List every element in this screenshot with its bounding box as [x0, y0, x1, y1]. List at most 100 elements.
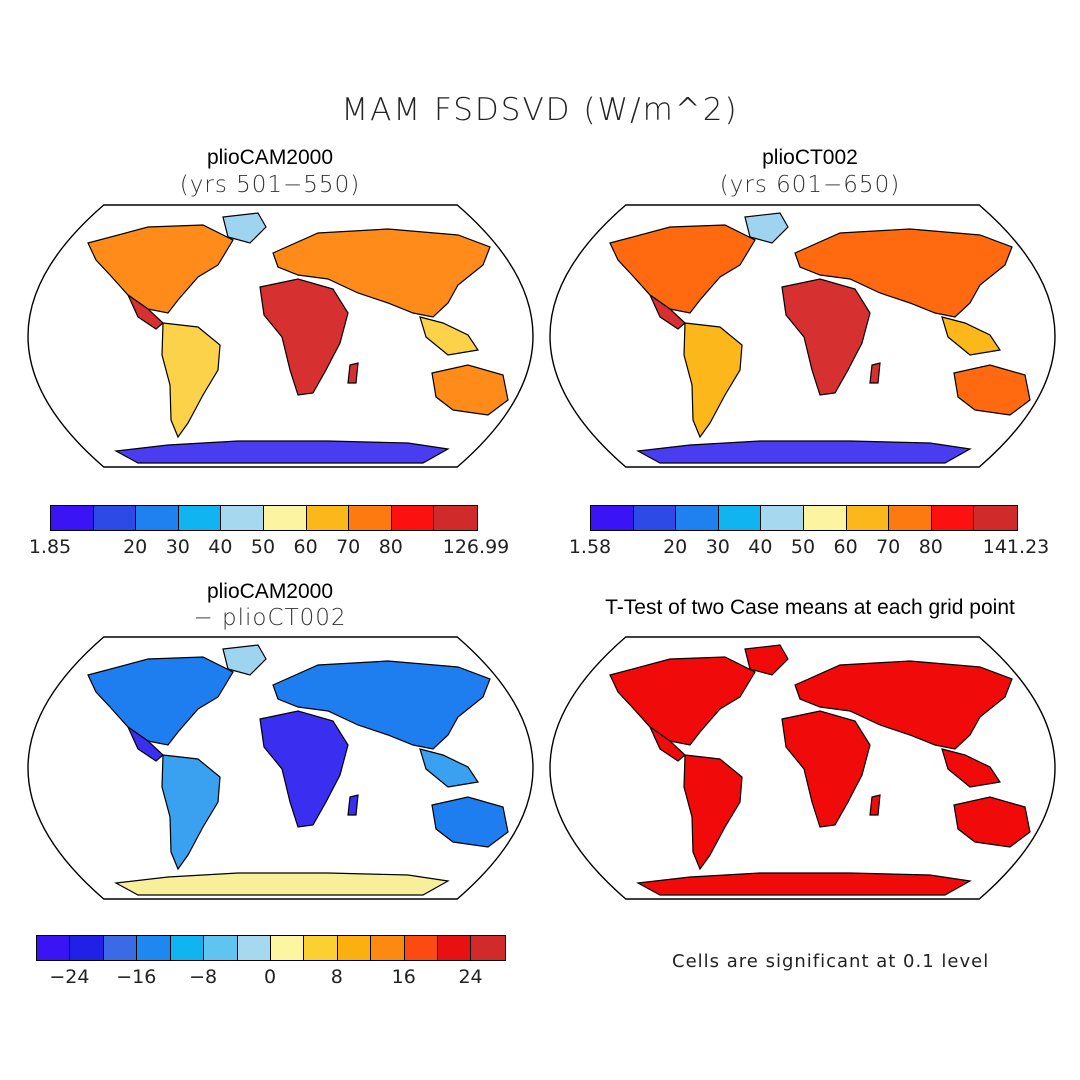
colorbar-swatch [204, 936, 238, 960]
panel-ttest: T-Test of two Case means at each grid po… [540, 0, 1080, 1080]
colorbar-swatch [391, 506, 435, 530]
land-layer [87, 212, 509, 464]
colorbar-swatch [103, 936, 138, 960]
colorbar-tick-label: 20 [123, 536, 148, 558]
europe-asia-shape [272, 660, 491, 750]
central-america-shape [648, 293, 686, 330]
north-america-shape [87, 656, 234, 746]
colorbar-swatch [270, 936, 305, 960]
central-america-shape [126, 293, 164, 330]
antarctica-shape [114, 440, 450, 464]
colorbar-plioCAM2000 [50, 505, 478, 531]
australia-shape [431, 364, 509, 416]
colorbar-tick-label: 20 [663, 536, 688, 558]
africa-shape [781, 710, 871, 828]
colorbar-swatch [178, 506, 222, 530]
map-ttest [549, 636, 1056, 900]
africa-shape [259, 710, 349, 828]
africa-shape [781, 278, 871, 396]
land-layer [609, 644, 1031, 896]
colorbar-swatch [337, 936, 372, 960]
colorbar-swatch [93, 506, 137, 530]
europe-asia-shape [794, 228, 1013, 318]
greenland-shape [744, 212, 789, 244]
colorbar-tick-label: 70 [336, 536, 361, 558]
south-america-shape [683, 754, 743, 871]
colorbar-swatch [221, 506, 264, 530]
southeast-asia-shape [941, 316, 1002, 356]
colorbar-tick-label: −24 [49, 966, 90, 988]
colorbar-tick-label: 0 [263, 966, 277, 988]
colorbar-swatch [676, 506, 719, 530]
panel-subtitle: − plioCT002 [193, 605, 347, 631]
colorbar-tick-label: 24 [458, 966, 483, 988]
colorbar-swatch [434, 506, 477, 530]
madagascar-shape [347, 794, 359, 816]
colorbar-tick-label: 60 [293, 536, 318, 558]
colorbar-difference [36, 935, 506, 961]
greenland-shape [222, 644, 267, 676]
colorbar-tick-label: 16 [391, 966, 416, 988]
madagascar-shape [869, 794, 881, 816]
figure-title: MAM FSDSVD (W/m^2) [341, 92, 739, 128]
north-america-shape [609, 656, 756, 746]
colorbar-swatch [974, 506, 1017, 530]
colorbar-swatch [170, 936, 205, 960]
colorbar-tick-label: −16 [116, 966, 157, 988]
colorbar-swatch [349, 506, 392, 530]
panel-difference: plioCAM2000 − plioCT002 [193, 580, 347, 631]
colorbar-swatch [718, 506, 762, 530]
colorbar-swatch [51, 506, 94, 530]
southeast-asia-shape [419, 748, 480, 788]
colorbar-swatch [404, 936, 439, 960]
panel-plioCAM2000: plioCAM2000 (yrs 501−550) [0, 0, 540, 540]
colorbar-swatch [931, 506, 975, 530]
greenland-shape [744, 644, 789, 676]
colorbar-tick-label: 80 [378, 536, 403, 558]
north-america-shape [609, 224, 756, 314]
madagascar-shape [869, 362, 881, 384]
colorbar-swatch [306, 506, 350, 530]
map-plioCT002 [549, 204, 1056, 468]
australia-shape [953, 796, 1031, 848]
panel-title: plioCAM2000 [206, 146, 334, 169]
central-america-shape [648, 725, 686, 762]
colorbar-tick-label: 50 [790, 536, 816, 558]
europe-asia-shape [272, 228, 491, 318]
map-difference [27, 636, 534, 900]
south-america-shape [161, 754, 221, 871]
central-america-shape [126, 725, 164, 762]
colorbar-tick-label: 80 [918, 536, 943, 558]
colorbar-swatch [371, 936, 405, 960]
colorbar-tick-label: 1.58 [568, 536, 612, 558]
significance-note: Cells are significant at 0.1 level [672, 951, 990, 972]
panel-title: plioCT002 [762, 146, 858, 169]
south-america-shape [161, 322, 221, 439]
colorbar-swatch [136, 506, 179, 530]
colorbar-tick-label: 126.99 [442, 536, 510, 558]
colorbar-swatch [471, 936, 505, 960]
colorbar-labels: 1.85 20 30 40 50 60 70 80 126.99 [29, 536, 509, 560]
africa-shape [259, 278, 349, 396]
colorbar-swatch [761, 506, 804, 530]
colorbar-swatch [633, 506, 677, 530]
colorbar-plioCT002 [590, 505, 1018, 531]
colorbar-swatch [37, 936, 71, 960]
colorbar-swatch [237, 936, 271, 960]
colorbar-swatch [889, 506, 932, 530]
colorbar-tick-label: 30 [705, 536, 730, 558]
colorbar-tick-label: 141.23 [982, 536, 1050, 558]
colorbar-tick-label: 8 [330, 966, 343, 988]
map-border [549, 204, 1056, 468]
colorbar-swatch [304, 936, 338, 960]
land-layer [609, 212, 1031, 464]
panel-plioCT002: plioCT002 (yrs 601−650) [540, 0, 1080, 540]
map-border [549, 636, 1056, 900]
colorbar-tick-label: 60 [833, 536, 858, 558]
panel-title: T-Test of two Case means at each grid po… [605, 596, 1015, 619]
colorbar-tick-label: 40 [208, 536, 233, 558]
antarctica-shape [636, 872, 972, 896]
panel-subtitle: (yrs 601−650) [719, 172, 901, 198]
panel-subtitle: (yrs 501−550) [179, 172, 361, 198]
colorbar-tick-label: 50 [250, 536, 276, 558]
